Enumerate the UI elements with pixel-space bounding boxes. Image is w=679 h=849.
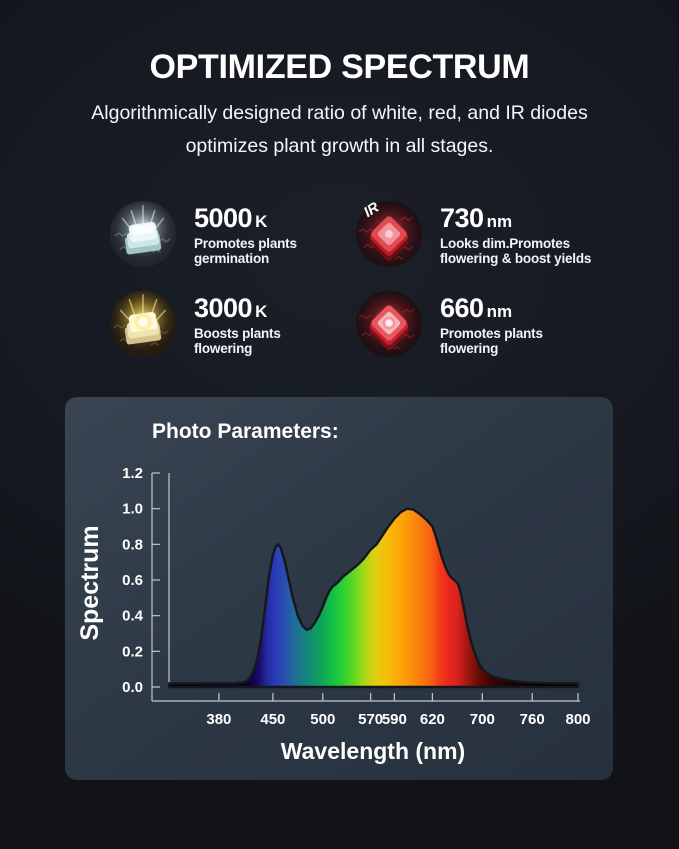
diode-features: 5000 K Promotes plants germination — [108, 194, 594, 374]
feature-row-1: 5000 K Promotes plants germination — [108, 194, 594, 284]
x-tick-label: 570 — [358, 711, 383, 728]
feature-unit: nm — [486, 302, 513, 321]
feature-description: Looks dim.Promotes flowering & boost yie… — [440, 236, 592, 266]
x-tick-label: 450 — [260, 711, 285, 728]
feature-unit: K — [255, 302, 268, 321]
feature-row-2: 3000 K Boosts plants flowering — [108, 284, 594, 374]
x-tick-label: 590 — [382, 711, 407, 728]
x-axis-title: Wavelength (nm) — [281, 738, 465, 764]
x-tick-label: 700 — [470, 711, 495, 728]
subtitle-line-1: Algorithmically designed ratio of white,… — [91, 102, 588, 124]
feature-description: Boosts plants flowering — [194, 326, 281, 356]
photo-parameters-panel: Photo Parameters: 0.0 0.2 0.4 0.6 0.8 1.0 1.2 3… — [65, 397, 613, 780]
y-tick-label: 0.2 — [122, 643, 143, 660]
feature-value: 730 — [440, 203, 484, 233]
feature-text: 660 nm Promotes plants flowering — [440, 295, 543, 356]
white-diode-icon — [109, 200, 177, 268]
feature-text: 730 nm Looks dim.Promotes flowering & bo… — [440, 205, 591, 266]
axes — [151, 472, 580, 702]
feature-value: 660 — [440, 293, 484, 323]
feature-text: 5000 K Promotes plants germination — [194, 205, 297, 266]
y-tick-label: 1.0 — [122, 501, 143, 518]
header: OPTIMIZED SPECTRUM Algorithmically desig… — [0, 0, 679, 163]
page-title: OPTIMIZED SPECTRUM — [149, 48, 530, 86]
y-axis-title: Spectrum — [76, 525, 104, 640]
feature-value: 3000 — [194, 293, 253, 323]
ir-diode-icon: IR — [355, 199, 423, 269]
x-tick-label: 760 — [520, 711, 545, 728]
feature-value: 5000 — [194, 203, 253, 233]
panel-title: Photo Parameters: — [152, 420, 339, 443]
feature-3000k: 3000 K Boosts plants flowering — [108, 284, 354, 374]
feature-660nm: 660 nm Promotes plants flowering — [354, 284, 594, 374]
feature-text: 3000 K Boosts plants flowering — [194, 295, 281, 356]
x-tick-label: 620 — [420, 711, 445, 728]
feature-description: Promotes plants flowering — [440, 326, 543, 356]
y-tick-label: 0.6 — [122, 572, 143, 589]
y-tick-label: 1.2 — [122, 465, 143, 482]
x-tick-label: 800 — [565, 711, 590, 728]
feature-description: Promotes plants germination — [194, 236, 297, 266]
x-tick-label: 500 — [310, 711, 335, 728]
subtitle-line-2: optimizes plant growth in all stages. — [185, 135, 494, 157]
red-diode-icon — [355, 290, 423, 358]
feature-5000k: 5000 K Promotes plants germination — [108, 194, 354, 284]
y-tick-label: 0.4 — [122, 608, 144, 625]
y-tick-label: 0.8 — [122, 536, 143, 553]
feature-730nm: IR 730 nm Looks dim.Promotes flowering &… — [354, 194, 594, 284]
y-tick-label: 0.0 — [122, 679, 143, 696]
x-tick-label: 380 — [206, 711, 231, 728]
feature-unit: K — [255, 212, 268, 231]
page-subtitle: Algorithmically designed ratio of white,… — [0, 97, 679, 163]
spectrum-curve — [167, 507, 580, 689]
warm-diode-icon — [109, 290, 177, 358]
feature-unit: nm — [486, 212, 513, 231]
